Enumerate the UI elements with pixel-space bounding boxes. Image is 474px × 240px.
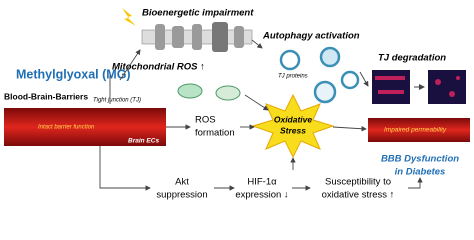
diagram: Bioenergetic impairment Autophagy activa… [4,8,470,201]
autophagosome-icons [279,46,360,104]
starburst [251,93,335,159]
label: BBB Dysfunction [381,154,459,165]
mitochondria-icons [177,83,241,101]
micrographs [372,70,466,104]
label: TJ degradation [378,53,446,64]
label: TJ proteins [278,74,308,80]
membrane-illustration [141,22,253,52]
label: Methylglyoxal (MG) [16,67,131,81]
label: formation [195,128,235,139]
label: suppression [156,190,207,201]
label: Impaired permeability [384,127,447,134]
arrows [99,39,423,191]
label: Bioenergetic impairment [142,8,254,19]
label: Mitochondrial ROS ↑ [112,62,205,73]
label: ROS [195,115,216,126]
label: Blood-Brain-Barriers [4,91,88,101]
label: HIF-1α [247,177,277,188]
label: Intact barrier function [38,125,95,131]
label: in Diabetes [395,167,446,178]
vessel [4,108,166,146]
label: Tight junction (TJ) [93,98,141,104]
label: oxidative stress ↑ [322,190,395,201]
label: expression ↓ [235,190,288,201]
lightning-icon [122,8,136,26]
vessel [368,118,470,142]
label: Stress [280,125,306,135]
label: Oxidative [274,114,313,124]
label: Susceptibility to [325,177,391,188]
label: Akt [175,177,189,188]
label: Autophagy activation [262,31,360,42]
label: Brain ECs [128,138,159,145]
